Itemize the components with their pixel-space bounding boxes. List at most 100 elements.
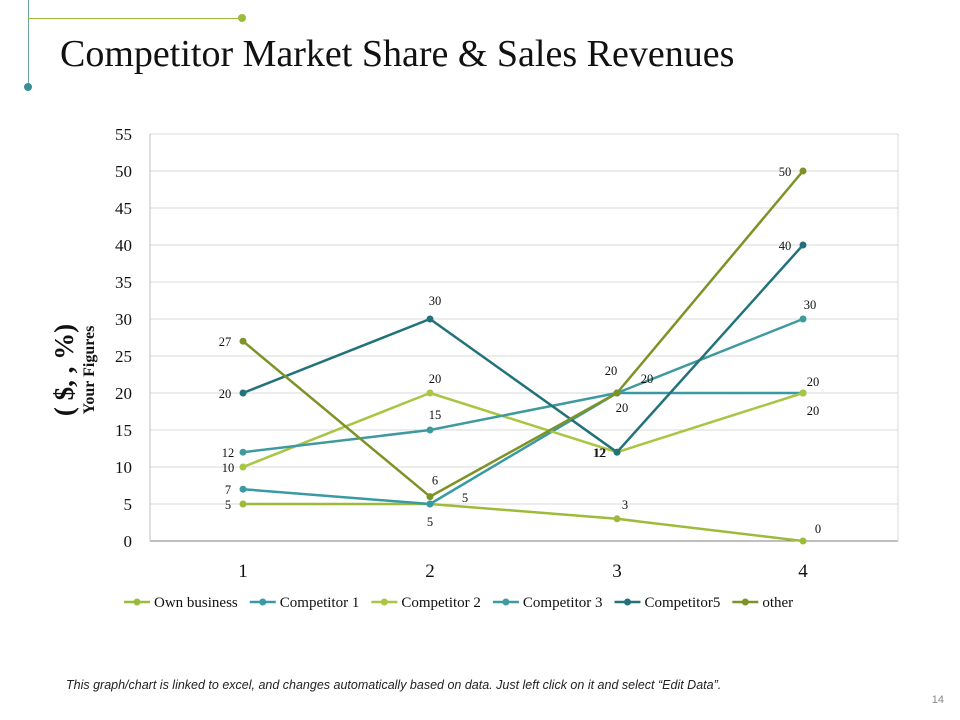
data-label: 12 bbox=[222, 446, 235, 460]
legend-label: Competitor5 bbox=[645, 595, 721, 611]
legend-label: Competitor 2 bbox=[401, 595, 481, 611]
data-point[interactable] bbox=[799, 315, 807, 323]
data-label: 7 bbox=[225, 483, 231, 497]
legend-marker bbox=[380, 598, 388, 606]
grid-lines bbox=[149, 133, 899, 542]
legend-marker bbox=[259, 598, 267, 606]
data-label: 5 bbox=[462, 491, 468, 505]
legend-label: Competitor 3 bbox=[523, 595, 603, 611]
x-axis-tick-labels: 1 2 3 4 bbox=[238, 561, 808, 582]
data-point[interactable] bbox=[799, 241, 807, 249]
decorative-green-dot bbox=[238, 14, 246, 22]
y-axis-title-line2: Your Figures bbox=[81, 326, 98, 415]
data-label: 27 bbox=[219, 335, 232, 349]
data-label: 5 bbox=[225, 498, 231, 512]
data-point[interactable] bbox=[426, 315, 434, 323]
data-point[interactable] bbox=[426, 389, 434, 397]
data-label: 3 bbox=[622, 498, 628, 512]
data-point[interactable] bbox=[239, 463, 247, 471]
legend-label: Own business bbox=[154, 595, 238, 611]
y-tick-label: 10 bbox=[115, 458, 132, 477]
x-tick-label: 4 bbox=[798, 561, 808, 582]
data-point[interactable] bbox=[239, 337, 247, 345]
legend-label: Competitor 1 bbox=[280, 595, 360, 611]
data-label: 6 bbox=[432, 474, 438, 488]
data-label: 0 bbox=[815, 522, 821, 536]
decorative-horizontal-line bbox=[28, 18, 242, 19]
legend-entry[interactable]: other bbox=[732, 595, 793, 611]
data-point[interactable] bbox=[799, 389, 807, 397]
data-point[interactable] bbox=[799, 167, 807, 175]
data-point[interactable] bbox=[613, 389, 621, 397]
y-tick-label: 40 bbox=[115, 236, 132, 255]
x-tick-label: 2 bbox=[425, 561, 435, 582]
data-label: 12 bbox=[594, 446, 607, 460]
y-axis-title: ( $, , %) Your Figures bbox=[49, 324, 98, 416]
data-label: 20 bbox=[429, 372, 442, 386]
y-tick-label: 55 bbox=[115, 125, 132, 144]
data-label: 40 bbox=[779, 239, 792, 253]
data-point[interactable] bbox=[239, 500, 247, 508]
series-line-competitor5[interactable] bbox=[242, 244, 804, 454]
data-labels: 5530752020102012201215203020301240276205… bbox=[219, 165, 821, 536]
data-point[interactable] bbox=[799, 537, 807, 545]
y-tick-label: 5 bbox=[124, 495, 133, 514]
slide-title: Competitor Market Share & Sales Revenues bbox=[60, 33, 735, 75]
legend-entry[interactable]: Competitor 1 bbox=[249, 595, 360, 611]
data-label: 15 bbox=[429, 408, 442, 422]
data-point[interactable] bbox=[426, 493, 434, 501]
data-label: 30 bbox=[429, 294, 442, 308]
data-label: 20 bbox=[807, 375, 820, 389]
data-label: 20 bbox=[219, 387, 232, 401]
data-point[interactable] bbox=[426, 426, 434, 434]
legend-entry[interactable]: Competitor 2 bbox=[371, 595, 481, 611]
data-label: 20 bbox=[807, 404, 820, 418]
y-tick-label: 25 bbox=[115, 347, 132, 366]
series-line-own-business[interactable] bbox=[243, 502, 804, 543]
y-tick-label: 30 bbox=[115, 310, 132, 329]
legend-entry[interactable]: Own business bbox=[124, 595, 238, 611]
legend: Own business Competitor 1 Competitor 2 Comp… bbox=[124, 595, 793, 611]
data-label: 20 bbox=[605, 364, 618, 378]
series-line-competitor-3[interactable] bbox=[242, 317, 804, 454]
data-label: 20 bbox=[616, 401, 629, 415]
y-tick-label: 15 bbox=[115, 421, 132, 440]
y-tick-label: 20 bbox=[115, 384, 132, 403]
legend-marker bbox=[741, 598, 749, 606]
data-label: 50 bbox=[779, 165, 792, 179]
legend-entry[interactable]: Competitor5 bbox=[614, 595, 721, 611]
footer-note: This graph/chart is linked to excel, and… bbox=[66, 678, 722, 692]
data-point[interactable] bbox=[239, 485, 247, 493]
y-axis-tick-labels: 0 5 10 15 20 25 30 35 40 45 50 55 bbox=[115, 125, 132, 551]
y-tick-label: 45 bbox=[115, 199, 132, 218]
data-point[interactable] bbox=[613, 448, 621, 456]
page-number: 14 bbox=[931, 694, 944, 706]
series-line-other[interactable] bbox=[242, 170, 804, 498]
y-axis-title-line1: ( $, , %) bbox=[49, 324, 79, 416]
data-label: 20 bbox=[641, 372, 654, 386]
legend-marker bbox=[624, 598, 631, 606]
x-tick-label: 3 bbox=[612, 561, 622, 582]
legend-marker bbox=[133, 598, 141, 606]
legend-label: other bbox=[762, 595, 793, 611]
data-label: 30 bbox=[804, 298, 817, 312]
y-tick-label: 50 bbox=[115, 162, 132, 181]
data-point[interactable] bbox=[613, 515, 621, 523]
decorative-teal-dot bbox=[24, 83, 32, 91]
data-point[interactable] bbox=[239, 389, 247, 397]
y-tick-label: 35 bbox=[115, 273, 132, 292]
data-label: 10 bbox=[222, 461, 235, 475]
legend-entry[interactable]: Competitor 3 bbox=[492, 595, 603, 611]
data-label: 5 bbox=[427, 515, 433, 529]
data-point[interactable] bbox=[426, 500, 434, 508]
x-tick-label: 1 bbox=[238, 561, 248, 582]
data-label: 12 bbox=[593, 446, 606, 460]
legend-marker bbox=[502, 598, 510, 606]
y-tick-label: 0 bbox=[124, 532, 133, 551]
data-point[interactable] bbox=[239, 448, 247, 456]
series-line-competitor-1[interactable] bbox=[242, 391, 803, 506]
series-line-competitor-2[interactable] bbox=[242, 391, 804, 469]
series-lines bbox=[239, 167, 807, 545]
decorative-vertical-line bbox=[28, 0, 29, 88]
